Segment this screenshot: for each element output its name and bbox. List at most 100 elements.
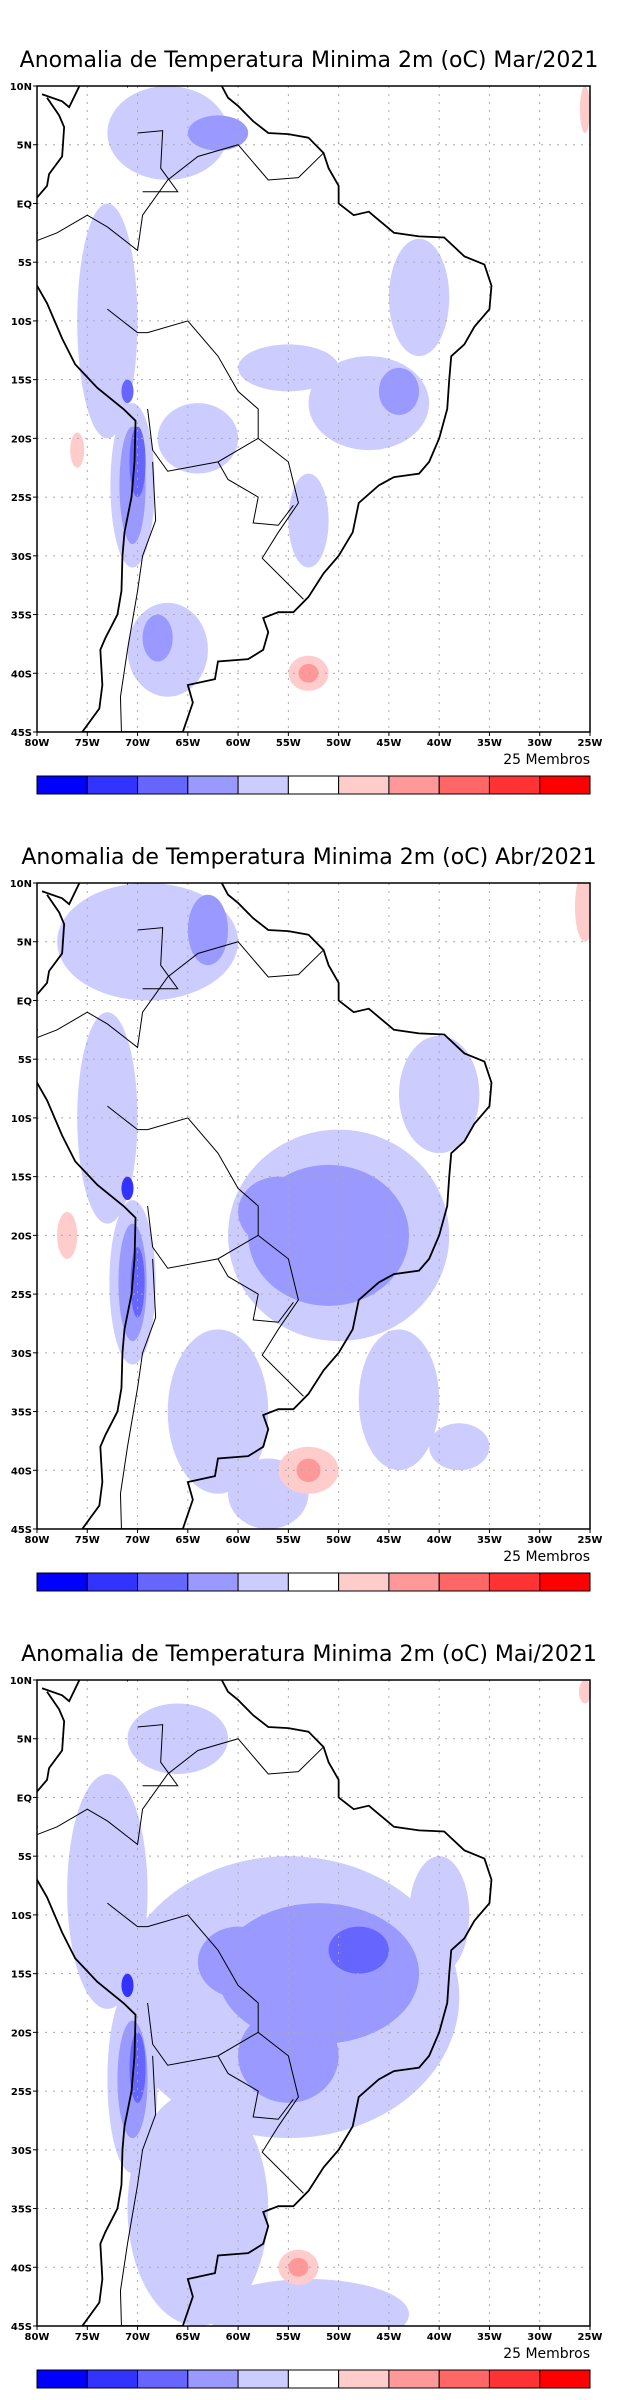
anomaly-contour — [127, 1703, 229, 1774]
colorbar-swatch — [36, 1572, 88, 1592]
map-frame — [36, 85, 591, 733]
x-tick-label: 25W — [578, 1535, 603, 1546]
y-tick-label: 10N — [10, 879, 32, 890]
x-tick-label: 80W — [25, 2332, 50, 2343]
chart-title: Anomalia de Temperatura Minima 2m (oC) A… — [21, 845, 597, 870]
x-tick-label: 30W — [527, 1535, 552, 1546]
colorbar-swatch — [388, 775, 440, 795]
colorbar-swatch — [438, 2369, 490, 2389]
anomaly-contour — [398, 1035, 480, 1154]
x-tick-label: 30W — [527, 2332, 552, 2343]
y-tick-label: EQ — [17, 1793, 32, 1804]
y-tick-label: 35S — [11, 611, 32, 622]
y-tick-label: 10S — [11, 317, 32, 328]
x-tick-label: 60W — [226, 1535, 251, 1546]
map-panel-mar-2021: 10N 5N EQ 5S 10S 15S 20S 25S 30S 35S 40S 45S 80W 75W 7… — [0, 0, 618, 797]
colorbar-swatch — [338, 1572, 390, 1592]
country-border — [147, 2002, 259, 2066]
y-tick-label: 20S — [11, 434, 32, 445]
x-tick-label: 40W — [427, 2332, 452, 2343]
x-tick-label: 50W — [326, 738, 351, 749]
y-tick-label: 5S — [18, 1852, 32, 1863]
y-tick-label: 15S — [11, 376, 32, 387]
country-border — [107, 1738, 324, 1846]
colorbar-swatch — [137, 1572, 189, 1592]
x-tick-label: 55W — [276, 1535, 301, 1546]
country-border — [217, 1258, 294, 1323]
colorbar-swatch — [438, 1572, 490, 1592]
country-border — [137, 1724, 179, 1787]
x-tick-label: 80W — [25, 738, 50, 749]
anomaly-field — [67, 1680, 590, 2326]
x-tick-label: 25W — [578, 2332, 603, 2343]
country-border — [137, 927, 179, 990]
map-frame — [36, 882, 591, 1530]
y-tick-label: 30S — [11, 2146, 32, 2157]
x-tick-label: 55W — [276, 2332, 301, 2343]
anomaly-contour — [288, 2257, 309, 2277]
x-tick-label: 70W — [125, 2332, 150, 2343]
x-tick-label: 70W — [125, 1535, 150, 1546]
x-tick-label: 35W — [477, 2332, 502, 2343]
y-tick-label: 5N — [17, 141, 32, 152]
anomaly-contour — [167, 1329, 269, 1494]
anomaly-contour — [187, 894, 229, 966]
anomaly-contour — [429, 1423, 490, 1471]
colorbar-swatch — [338, 2369, 390, 2389]
colorbar-swatch — [287, 1572, 340, 1592]
y-tick-label: 25S — [11, 493, 32, 504]
colorbar-swatch — [287, 775, 340, 795]
colorbar-swatch — [86, 1572, 139, 1592]
x-tick-label: 60W — [226, 738, 251, 749]
x-tick-label: 35W — [477, 1535, 502, 1546]
colorbar-swatch — [36, 2369, 88, 2389]
colorbar-swatch — [338, 775, 390, 795]
colorbar-swatch — [438, 775, 490, 795]
colorbar-swatch — [237, 2369, 289, 2389]
coastline — [37, 1680, 493, 2326]
x-tick-label: 80W — [25, 1535, 50, 1546]
country-border — [107, 308, 304, 600]
members-label: 25 Membros — [503, 2346, 590, 2362]
colorbar-swatch — [539, 775, 591, 795]
anomaly-contour — [57, 1211, 78, 1259]
country-border — [147, 1205, 259, 1269]
anomaly-contour — [129, 2032, 146, 2103]
y-tick-label: 35S — [11, 2205, 32, 2216]
colorbar-swatch — [488, 1572, 541, 1592]
anomaly-contour — [574, 883, 590, 942]
x-tick-label: 75W — [75, 1535, 100, 1546]
country-border — [137, 130, 179, 193]
colorbar-swatch — [187, 775, 239, 795]
y-tick-label: 10S — [11, 1911, 32, 1922]
country-border — [119, 2055, 157, 2326]
colorbar-swatch — [287, 2369, 340, 2389]
anomaly-contour — [578, 1680, 590, 1704]
colorbar-swatch — [86, 775, 139, 795]
y-tick-label: 40S — [11, 1466, 32, 1477]
x-tick-label: 65W — [175, 1535, 200, 1546]
country-border — [217, 2055, 294, 2120]
x-tick-label: 45W — [376, 738, 401, 749]
colorbar-swatch — [187, 1572, 239, 1592]
anomaly-contour — [378, 367, 420, 415]
y-tick-label: 10N — [10, 82, 32, 93]
anomaly-contour — [298, 663, 319, 683]
country-border — [37, 1011, 108, 1039]
coastline — [37, 86, 493, 732]
anomaly-contour — [238, 1176, 319, 1248]
map-frame — [36, 1679, 591, 2327]
anomaly-contour — [70, 432, 85, 468]
anomaly-contour — [296, 1458, 321, 1483]
y-tick-label: 45S — [11, 2322, 32, 2333]
y-tick-label: 5N — [17, 1735, 32, 1746]
anomaly-field — [70, 86, 590, 697]
country-border — [107, 1105, 304, 1397]
anomaly-contour — [121, 1176, 134, 1201]
colorbar-swatch — [187, 2369, 239, 2389]
anomaly-contour — [388, 238, 450, 357]
colorbar-swatch — [36, 775, 88, 795]
country-border — [217, 461, 294, 526]
y-tick-label: 35S — [11, 1408, 32, 1419]
